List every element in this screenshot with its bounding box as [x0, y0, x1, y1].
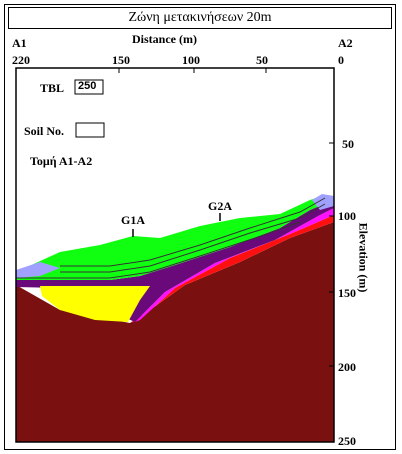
figure-title: Ζώνη μετακινήσεων 20m: [8, 7, 392, 29]
green-layer: [16, 195, 334, 280]
tbl-label: TBL: [40, 81, 65, 95]
tbl-value: 250: [78, 80, 97, 92]
x-tick-label-100: 100: [182, 53, 200, 67]
stratum-line-3: [16, 221, 301, 279]
y-tick-label-50: 50: [342, 137, 354, 151]
x-axis-ticks: [118, 68, 267, 73]
y-tick-label-250: 250: [338, 434, 356, 448]
x-tick-label-0: 0: [338, 53, 344, 67]
x-tick-label-220: 220: [12, 53, 30, 67]
x-tick-label-150: 150: [112, 53, 130, 67]
y-tick-label-150: 150: [338, 286, 356, 300]
soil-value-box: [75, 122, 105, 138]
soil-label: Soil No.: [24, 124, 65, 138]
stratum-line-1: [60, 197, 326, 267]
lavender-layer-left: [16, 262, 60, 278]
yellow-layer: [40, 286, 150, 322]
y-tick-label-100: 100: [338, 209, 356, 223]
y-tick-label-200: 200: [338, 360, 356, 374]
endpoint-right-label: A2: [338, 36, 353, 50]
endpoint-left-label: A1: [12, 36, 27, 50]
magenta-layer: [135, 208, 334, 322]
tbl-value-box: [74, 79, 104, 95]
figure-frame: [4, 4, 396, 450]
plot-area-border: [15, 67, 335, 443]
red-layer: [130, 215, 334, 323]
x-tick-label-50: 50: [256, 53, 268, 67]
section-label: Τομή Α1-Α2: [30, 154, 93, 168]
lavender-layer-right: [312, 194, 334, 210]
x-axis-label: Distance (m): [132, 32, 197, 46]
stratum-line-2: [60, 203, 326, 273]
borehole-g1a-label: G1A: [121, 213, 145, 227]
borehole-g2a-label: G2A: [208, 199, 232, 213]
bedrock-layer: [16, 222, 334, 442]
y-axis-ticks: [329, 142, 334, 367]
